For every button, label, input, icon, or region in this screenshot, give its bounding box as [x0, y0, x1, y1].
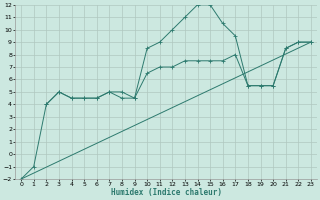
X-axis label: Humidex (Indice chaleur): Humidex (Indice chaleur) — [110, 188, 221, 197]
